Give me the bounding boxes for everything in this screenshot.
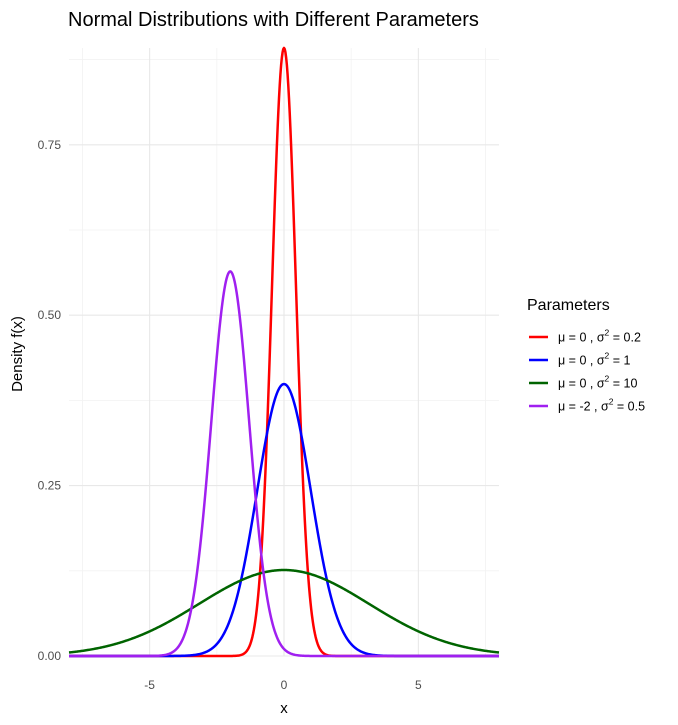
y-axis-title: Density f(x) bbox=[9, 316, 26, 392]
x-tick-label: 5 bbox=[415, 678, 422, 692]
series-line bbox=[68, 270, 500, 658]
x-tick-label: 0 bbox=[281, 678, 288, 692]
legend-label: μ = 0 , σ2 = 1 bbox=[558, 351, 631, 368]
legend-items: μ = 0 , σ2 = 0.2 μ = 0 , σ2 = 1 μ = 0 , σ2… bbox=[529, 328, 645, 414]
y-tick-label: 0.50 bbox=[38, 308, 62, 322]
y-tick-labels: 0.00 0.25 0.50 0.75 bbox=[38, 138, 62, 663]
x-tick-labels: -5 0 5 bbox=[144, 678, 422, 692]
x-axis-title: x bbox=[280, 700, 288, 717]
legend-label: μ = 0 , σ2 = 10 bbox=[558, 374, 637, 391]
y-tick-label: 0.75 bbox=[38, 138, 62, 152]
y-tick-label: 0.25 bbox=[38, 479, 62, 493]
series-lines bbox=[68, 46, 500, 658]
x-tick-label: -5 bbox=[144, 678, 155, 692]
legend-label: μ = 0 , σ2 = 0.2 bbox=[558, 328, 641, 345]
series-line bbox=[68, 568, 500, 654]
chart-title: Normal Distributions with Different Para… bbox=[68, 9, 479, 31]
legend-title: Parameters bbox=[527, 297, 610, 314]
legend: Parameters μ = 0 , σ2 = 0.2μ = 0 , σ2 = … bbox=[527, 297, 645, 414]
y-tick-label: 0.00 bbox=[38, 649, 62, 663]
legend-label: μ = -2 , σ2 = 0.5 bbox=[558, 397, 645, 414]
